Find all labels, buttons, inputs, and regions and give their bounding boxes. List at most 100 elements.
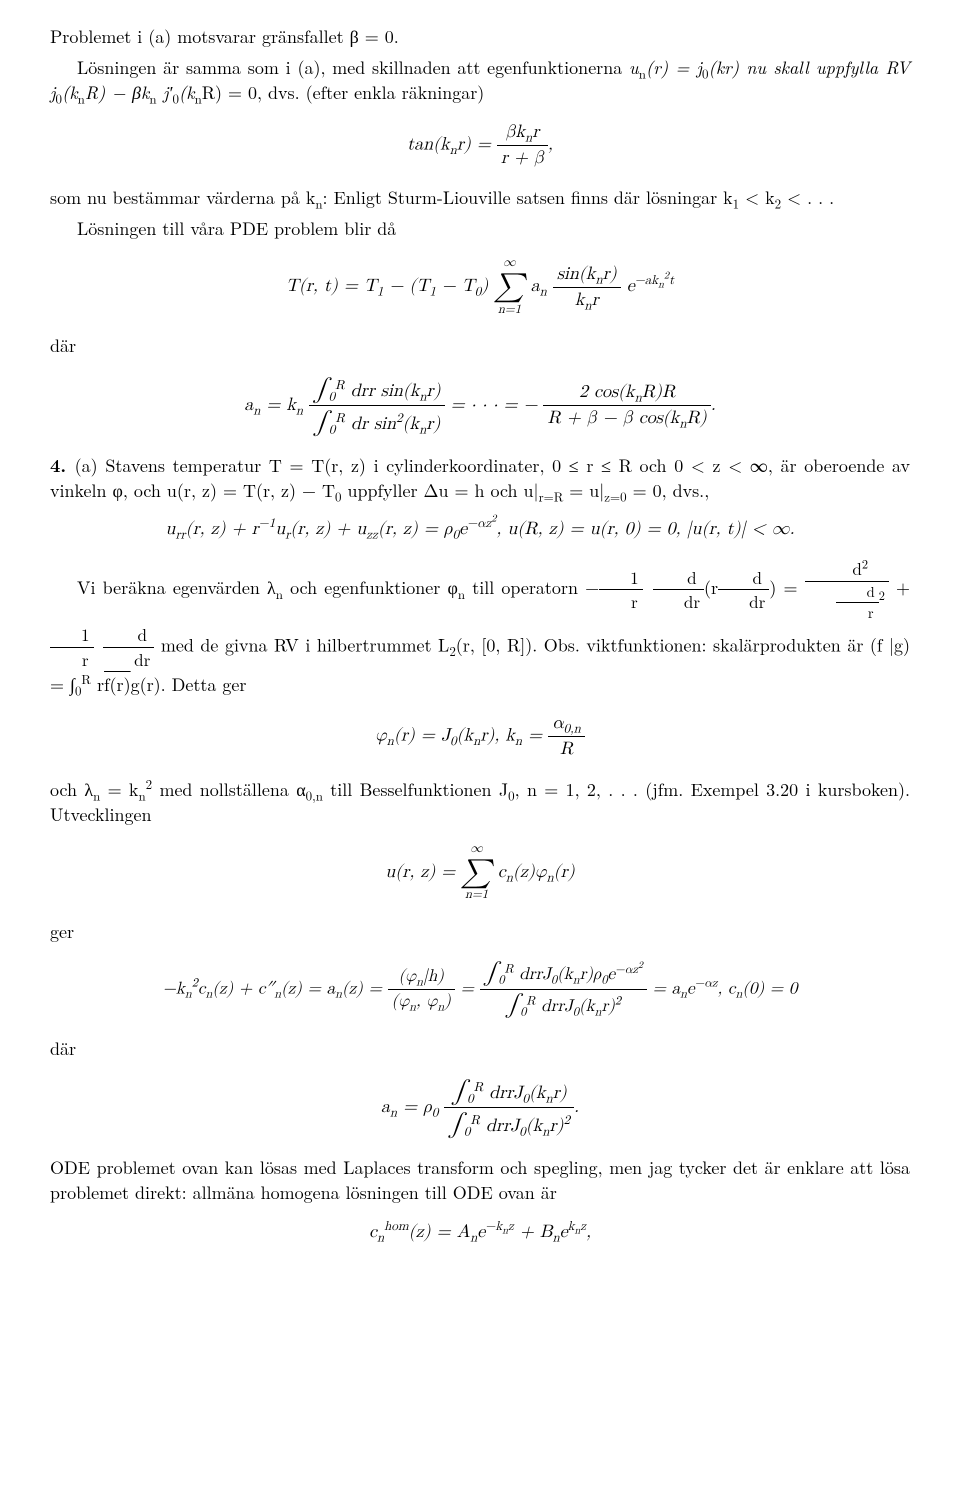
- sub: n: [680, 989, 687, 1001]
- text: −k: [163, 981, 185, 998]
- text: +: [889, 575, 910, 600]
- text: (0) = 0: [742, 981, 797, 998]
- text: R) − βk: [85, 80, 149, 105]
- text: .: [574, 1098, 579, 1116]
- sub: n: [450, 144, 457, 157]
- fraction: d2dr2: [805, 557, 889, 624]
- num: 2 cos(k: [579, 383, 635, 401]
- sub: n: [635, 392, 642, 405]
- text: T(r, t) = T: [286, 277, 377, 295]
- int: ∫: [313, 377, 329, 401]
- sub: n: [185, 989, 192, 1001]
- num: (k: [557, 966, 573, 983]
- text: uppfyller Δu = h och u|: [341, 478, 538, 503]
- text: u: [275, 520, 285, 538]
- den: (φ: [392, 993, 410, 1010]
- sub: zz: [366, 529, 378, 542]
- sub: n: [542, 1126, 549, 1139]
- sup: 2: [564, 1114, 570, 1127]
- int: ∫: [484, 962, 499, 984]
- den: (k: [526, 1117, 543, 1135]
- den: R): [687, 409, 707, 427]
- text: (z) = A: [409, 1223, 470, 1241]
- sub: n: [409, 1002, 416, 1014]
- num: |h): [423, 968, 444, 985]
- sub: n: [458, 583, 465, 602]
- text: j′: [157, 80, 173, 105]
- int-upper: R: [474, 1081, 484, 1094]
- fraction: ddr: [653, 566, 704, 615]
- paragraph-2: Lösningen är samma som i (a), med skilln…: [50, 55, 910, 105]
- sub: n: [276, 583, 283, 602]
- text: som nu bestämmar värderna på k: [50, 185, 315, 210]
- num: r): [603, 265, 617, 283]
- paragraph-8: och λn = kn2 med nollställena α0,n till …: [50, 777, 910, 827]
- text: c: [369, 1223, 377, 1241]
- text: φ: [375, 727, 387, 745]
- num: e: [607, 966, 615, 983]
- num: sin(k: [557, 265, 596, 283]
- paragraph-6: 4. (a) Stavens temperatur T = T(r, z) i …: [50, 453, 910, 503]
- fraction: sin(knr) knr: [553, 262, 621, 313]
- den: R + β − β cos(k: [547, 409, 679, 427]
- num: drr sin(k: [345, 382, 420, 400]
- text: + B: [514, 1223, 553, 1241]
- equation-4: urr(r, z) + r−1ur(r, z) + uzz(r, z) = ρ0…: [50, 517, 910, 542]
- sub: n: [584, 299, 591, 312]
- text: (r, z) + r: [186, 520, 259, 538]
- text: tan(k: [407, 135, 450, 153]
- den: , φ: [416, 993, 437, 1010]
- text: e: [459, 520, 467, 538]
- text: ,: [586, 1223, 591, 1241]
- equation-9: cnhom(z) = Ane−knz + Bneknz,: [50, 1220, 910, 1245]
- fraction: 2 cos(knR)R R + β − β cos(knR): [543, 380, 710, 431]
- text: Vi beräkna egenvärden λ: [77, 575, 276, 600]
- equation-5: φn(r) = J0(knr), kn = α0,n R: [50, 711, 910, 762]
- text: Lösningen till våra PDE problem blir då: [77, 216, 396, 241]
- fraction: βknr r + β: [497, 120, 548, 171]
- text: , u(R, z) = u(r, 0) = 0, |u(r, t)| < ∞.: [496, 520, 794, 538]
- text: (k: [62, 80, 78, 105]
- sub: 0,n: [564, 723, 581, 736]
- text: a: [531, 277, 540, 295]
- text: (z)φ: [513, 863, 547, 881]
- text: med de givna RV i hilbertrummet L: [154, 633, 449, 658]
- text: < k: [739, 185, 775, 210]
- num: r)ρ: [580, 966, 602, 983]
- text: r), k: [480, 727, 515, 745]
- den: (k: [579, 998, 595, 1015]
- den: r): [550, 1117, 564, 1135]
- sub: n: [335, 989, 342, 1001]
- sup: −ak: [635, 274, 658, 287]
- num: 1: [50, 623, 94, 648]
- int: ∫: [448, 1112, 464, 1136]
- int-upper: R: [335, 379, 345, 392]
- text: (r) = J: [394, 727, 450, 745]
- text: u(r, z) =: [385, 863, 461, 881]
- int-lower: 0: [467, 1092, 473, 1105]
- fraction: ddr: [103, 623, 154, 672]
- sup: −αz: [615, 964, 638, 976]
- sub: 0,n: [306, 785, 323, 804]
- text: u: [165, 520, 175, 538]
- text: där: [50, 1036, 76, 1061]
- text: = a: [653, 981, 681, 998]
- num: drrJ: [483, 1084, 522, 1102]
- equation-3: an = kn ∫0R drr sin(knr) ∫0R dr sin2(knr…: [50, 373, 910, 440]
- sub: n: [78, 89, 85, 108]
- int-lower: 0: [329, 390, 335, 403]
- paragraph-7: Vi beräkna egenvärden λn och egenfunktio…: [50, 557, 910, 698]
- fraction: α0,n R: [548, 711, 585, 762]
- sup: 2: [862, 554, 868, 572]
- int: ∫: [505, 994, 520, 1016]
- text: = 0, dvs.,: [627, 478, 710, 503]
- int: ∫: [313, 410, 329, 434]
- num: d: [852, 556, 862, 580]
- int: ∫: [452, 1079, 468, 1103]
- text: (k: [179, 80, 195, 105]
- fraction: ∫0R drrJ0(knr)ρ0e−αz2 ∫0R drrJ0(knr)2: [480, 958, 647, 1021]
- paragraph-3: som nu bestämmar värderna på kn: Enligt …: [50, 185, 910, 210]
- sum: ∞ ∑ n=1: [461, 841, 491, 905]
- den: dr: [718, 590, 769, 614]
- sub: n: [195, 89, 202, 108]
